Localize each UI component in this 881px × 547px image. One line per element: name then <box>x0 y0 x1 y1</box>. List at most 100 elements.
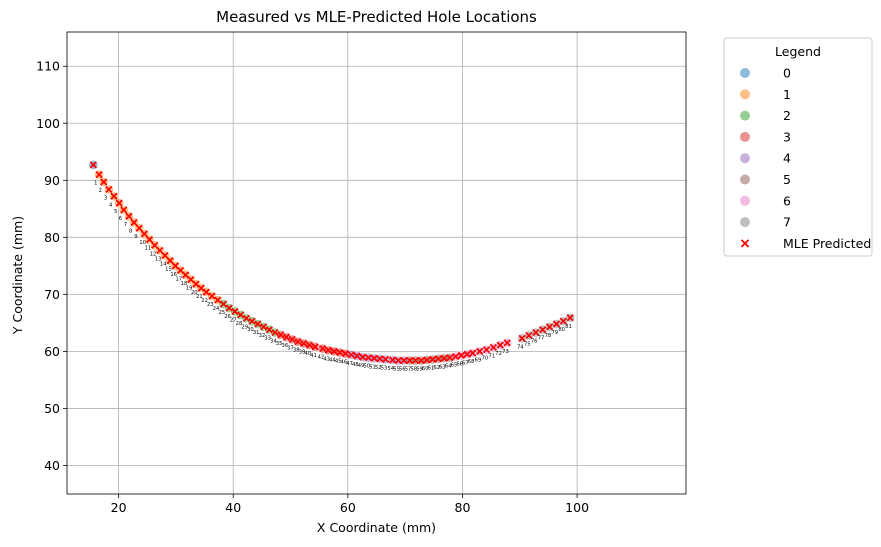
point-label: 30 <box>247 327 254 333</box>
predicted-point <box>411 356 420 365</box>
point-label: 28 <box>236 321 243 327</box>
predicted-point <box>330 347 338 356</box>
point-label: 19 <box>186 286 193 292</box>
axes-frame <box>66 31 687 495</box>
point-label: 47 <box>346 361 353 367</box>
point-label: 37 <box>287 345 294 351</box>
grid-lines <box>67 32 686 494</box>
point-label: 2 <box>99 188 102 194</box>
point-label: 54 <box>388 366 395 372</box>
predicted-point <box>254 320 262 328</box>
point-label: 72 <box>495 351 502 357</box>
legend-label: MLE Predicted <box>783 236 871 251</box>
y-axis-label: Y Coordinate (mm) <box>10 216 25 335</box>
legend-marker-x <box>740 239 750 248</box>
point-label: 68 <box>468 359 475 365</box>
x-tick-label: 40 <box>225 500 241 515</box>
predicted-point <box>288 335 296 344</box>
point-label: 3 <box>104 195 107 201</box>
point-label: 20 <box>191 290 198 296</box>
legend-label: 0 <box>783 66 791 81</box>
predicted-point <box>140 230 148 238</box>
point-label: 60 <box>422 366 429 372</box>
predicted-point <box>451 352 460 361</box>
point-label: 26 <box>224 314 231 320</box>
predicted-point <box>271 328 279 337</box>
legend-label: 5 <box>783 172 791 187</box>
point-label: 15 <box>165 267 172 273</box>
point-label: 71 <box>488 353 495 359</box>
point-label: 23 <box>207 302 214 308</box>
predicted-point <box>423 356 431 364</box>
legend-marker <box>740 217 750 228</box>
point-label: 40 <box>304 351 311 357</box>
predicted-point <box>120 206 128 214</box>
point-label: 33 <box>264 336 271 342</box>
predicted-point <box>130 218 138 227</box>
predicted-point <box>503 339 511 347</box>
point-label: 44 <box>329 357 336 363</box>
predicted-point <box>518 334 526 342</box>
point-label: 76 <box>531 339 538 345</box>
point-label: 51 <box>369 364 376 370</box>
point-label: 16 <box>170 272 177 278</box>
predicted-point <box>457 351 465 360</box>
predicted-point <box>202 288 210 296</box>
y-tick-label: 70 <box>44 287 60 302</box>
legend-label: 2 <box>783 108 791 123</box>
predicted-point <box>237 311 245 319</box>
predicted-point <box>161 251 169 260</box>
predicted-point <box>376 355 384 363</box>
point-label: 12 <box>150 251 157 257</box>
y-axis-ticks: 40 50 60 70 80 90 100 110 <box>36 59 67 473</box>
point-label: 75 <box>524 341 531 347</box>
point-label: 1 <box>94 181 97 187</box>
predicted-point <box>353 352 361 360</box>
point-label: 49 <box>358 363 365 369</box>
predicted-point <box>469 349 477 357</box>
point-label: 66 <box>456 361 463 367</box>
point-label: 59 <box>416 367 423 373</box>
predicted-point <box>95 170 103 179</box>
legend-title: Legend <box>775 44 821 59</box>
predicted-point <box>336 348 344 357</box>
point-label: 41 <box>310 353 317 359</box>
point-label: 22 <box>201 298 208 304</box>
predicted-point <box>115 199 123 207</box>
point-label: 31 <box>253 330 260 336</box>
y-tick-label: 90 <box>44 173 60 188</box>
predicted-point <box>476 347 484 356</box>
point-label: 29 <box>241 324 248 330</box>
x-tick-label: 20 <box>111 500 127 515</box>
predicted-point <box>319 344 327 353</box>
point-label: 73 <box>502 349 509 355</box>
predicted-point <box>105 185 113 194</box>
point-label: 5 <box>114 209 117 215</box>
legend-marker <box>740 110 750 121</box>
point-label: 80 <box>558 327 565 333</box>
predicted-point <box>341 350 350 358</box>
predicted-point <box>406 356 414 365</box>
predicted-point <box>545 323 554 331</box>
predicted-point <box>305 341 314 349</box>
predicted-point <box>248 317 256 325</box>
predicted-point <box>429 355 437 363</box>
point-label: 6 <box>119 216 122 222</box>
predicted-point <box>388 356 397 364</box>
point-label: 34 <box>270 339 277 345</box>
x-tick-label: 100 <box>565 500 589 515</box>
point-label: 48 <box>352 362 359 368</box>
predicted-point <box>463 350 471 358</box>
point-label: 69 <box>475 357 482 363</box>
point-label: 13 <box>155 256 162 262</box>
point-label: 64 <box>445 364 452 370</box>
point-label: 27 <box>230 317 237 323</box>
predicted-point <box>214 296 222 304</box>
predicted-point <box>482 346 491 354</box>
point-label: 14 <box>160 262 167 268</box>
predicted-point <box>100 178 108 186</box>
legend-marker <box>740 174 750 185</box>
point-label: 62 <box>433 365 440 371</box>
point-label: 53 <box>381 365 388 371</box>
point-label: 9 <box>134 234 137 240</box>
